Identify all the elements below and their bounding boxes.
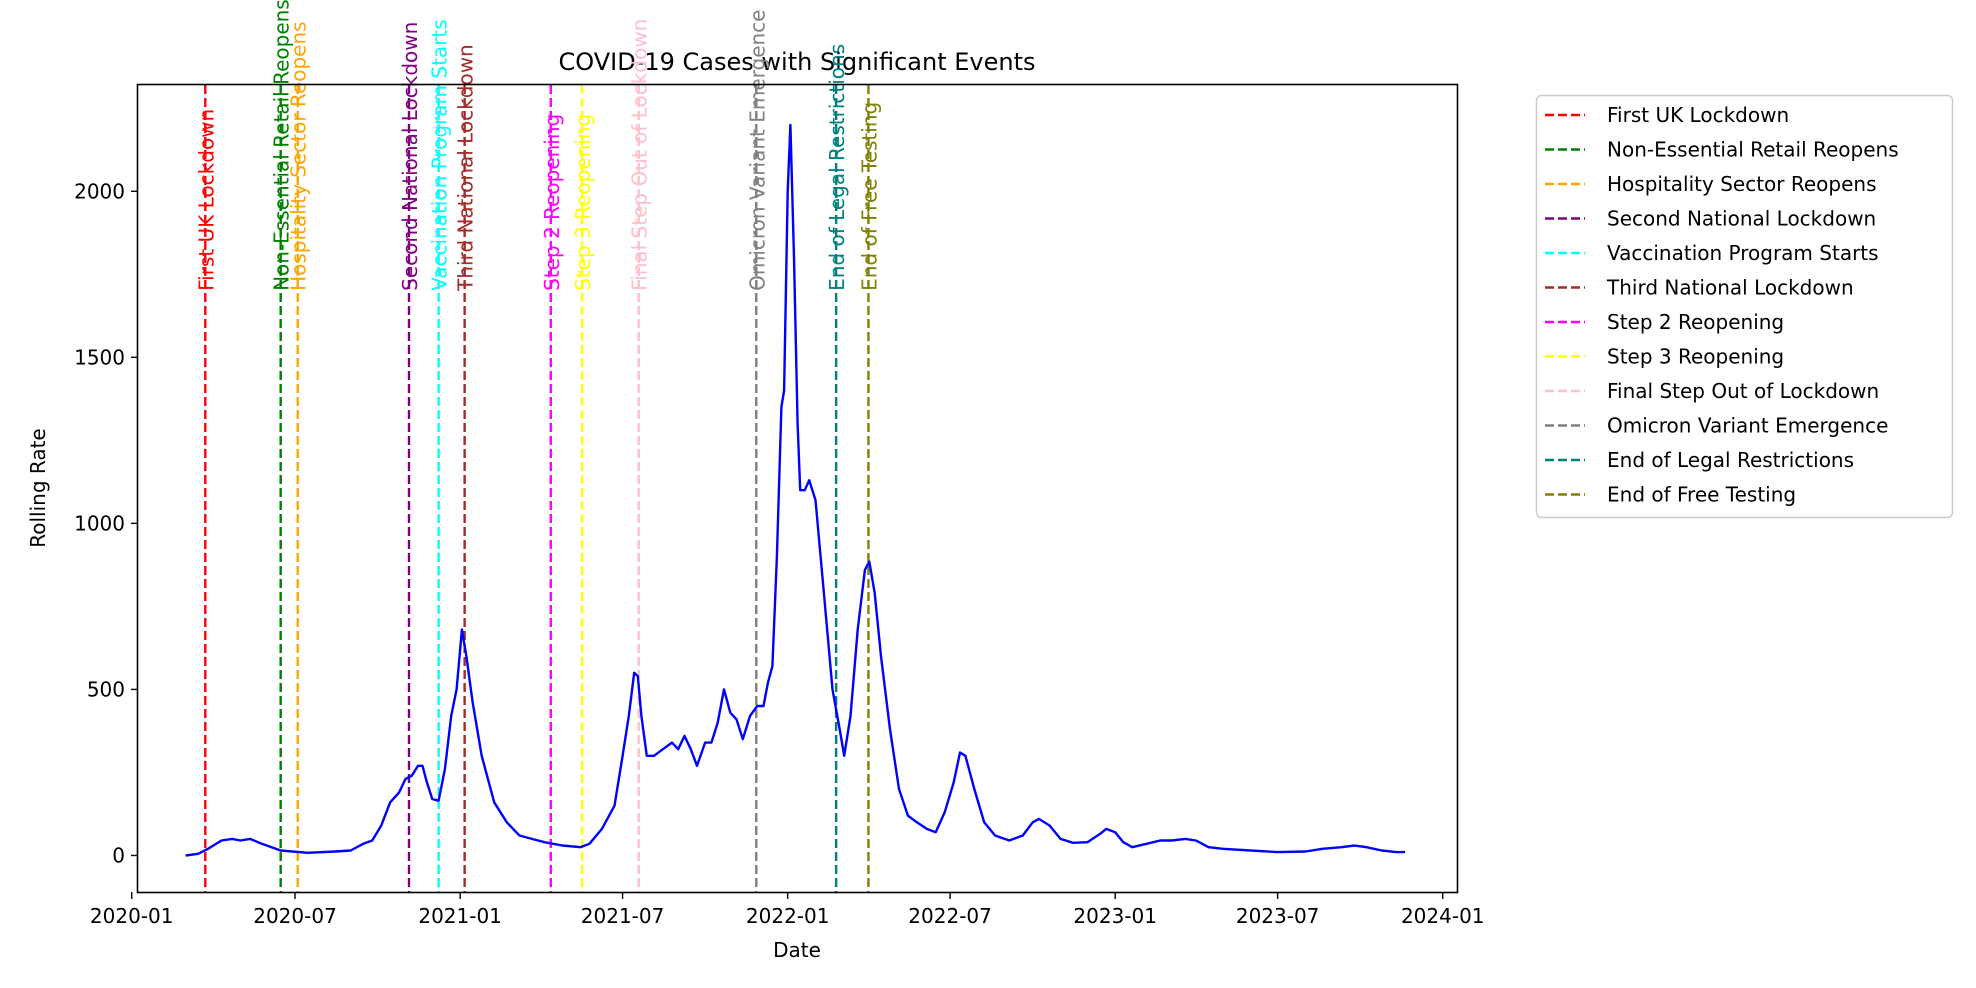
y-tick-label: 1500 bbox=[74, 345, 125, 369]
x-tick-label: 2021-07 bbox=[581, 904, 665, 928]
y-tick-label: 500 bbox=[87, 677, 125, 701]
legend-item-label: Hospitality Sector Reopens bbox=[1607, 172, 1876, 196]
event-label: Non-Essential Retail Reopens bbox=[270, 0, 294, 291]
legend-frame bbox=[1535, 94, 1954, 519]
event-label: First UK Lockdown bbox=[194, 109, 218, 291]
x-tick-label: 2021-01 bbox=[418, 904, 502, 928]
x-axis-label: Date bbox=[773, 938, 821, 962]
plot-frame bbox=[136, 83, 1459, 894]
legend-item-label: Non-Essential Retail Reopens bbox=[1607, 138, 1899, 162]
event-label: End of Legal Restrictions bbox=[825, 44, 849, 291]
series-line bbox=[185, 123, 1406, 857]
event-label: Third National Lockdown bbox=[454, 44, 478, 292]
legend-item-label: Second National Lockdown bbox=[1607, 207, 1876, 231]
chart-title: COVID-19 Cases with Significant Events bbox=[559, 48, 1036, 76]
legend-item-label: End of Free Testing bbox=[1607, 483, 1796, 507]
x-tick-label: 2023-07 bbox=[1236, 904, 1320, 928]
event-label: Second National Lockdown bbox=[398, 22, 422, 291]
legend-item-label: Step 3 Reopening bbox=[1607, 345, 1784, 369]
y-tick-label: 2000 bbox=[74, 179, 125, 203]
event-lines: First UK Lockdown Non-Essential Retail Re… bbox=[194, 0, 881, 892]
event-label: Final Step Out of Lockdown bbox=[628, 19, 652, 291]
y-axis: 0 500 1000 1500 2000 bbox=[74, 179, 138, 867]
legend-item-label: First UK Lockdown bbox=[1607, 103, 1789, 127]
event-label: Vaccination Program Starts bbox=[428, 19, 452, 291]
legend-item-label: Step 2 Reopening bbox=[1607, 310, 1784, 334]
event-label: End of Free Testing bbox=[857, 102, 881, 291]
x-tick-label: 2023-01 bbox=[1073, 904, 1157, 928]
legend-item-label: End of Legal Restrictions bbox=[1607, 448, 1854, 472]
series-layer bbox=[185, 123, 1406, 857]
x-tick-label: 2020-07 bbox=[253, 904, 337, 928]
legend-item-label: Omicron Variant Emergence bbox=[1607, 414, 1888, 438]
x-tick-label: 2022-01 bbox=[746, 904, 830, 928]
x-tick-label: 2024-01 bbox=[1401, 904, 1485, 928]
event-label: Hospitality Sector Reopens bbox=[287, 21, 311, 290]
legend: First UK Lockdown Non-Essential Retail Re… bbox=[1535, 94, 1954, 519]
legend-item-label: Third National Lockdown bbox=[1606, 276, 1854, 300]
legend-item-label: Final Step Out of Lockdown bbox=[1607, 379, 1879, 403]
event-label: Omicron Variant Emergence bbox=[745, 9, 769, 290]
y-axis-label: Rolling Rate bbox=[26, 428, 50, 548]
event-label: Step 3 Reopening bbox=[571, 114, 595, 291]
event-label: Step 2 Reopening bbox=[540, 114, 564, 291]
y-tick-label: 0 bbox=[112, 843, 125, 867]
x-axis: 2020-01 2020-07 2021-01 2021-07 2022-01 2022-… bbox=[90, 892, 1485, 928]
x-tick-label: 2022-07 bbox=[908, 904, 992, 928]
legend-item-label: Vaccination Program Starts bbox=[1607, 241, 1879, 265]
x-tick-label: 2020-01 bbox=[90, 904, 174, 928]
y-tick-label: 1000 bbox=[74, 511, 125, 535]
